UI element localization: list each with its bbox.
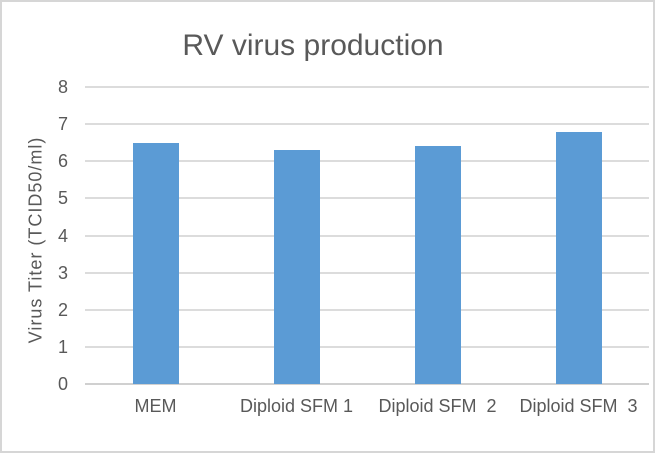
x-axis-line (85, 383, 649, 385)
gridlines (85, 86, 649, 385)
chart-title: RV virus production (182, 29, 444, 62)
x-tick-label: Diploid SFM 1 (239, 396, 354, 416)
bar-series (85, 87, 649, 384)
y-tick-label: 2 (57, 299, 68, 320)
bar-cell (508, 87, 649, 384)
y-tick-label: 1 (57, 336, 68, 357)
gridline (85, 271, 649, 274)
bar-cell (226, 87, 367, 384)
gridline (85, 308, 649, 311)
y-tick-label: 4 (57, 225, 68, 246)
bar-cell (367, 87, 508, 384)
bar-1 (132, 142, 179, 384)
y-tick-label: 5 (57, 188, 68, 209)
x-tick-label: MEM (134, 396, 177, 416)
y-tick-label: 3 (57, 262, 68, 283)
bar-cell (85, 87, 226, 384)
bar-3 (414, 146, 461, 384)
gridline (85, 86, 649, 88)
y-tick-label: 7 (57, 114, 68, 135)
gridline (85, 160, 649, 163)
x-tick-label: Diploid SFM 3 (519, 396, 638, 416)
gridline (85, 345, 649, 348)
gridline (85, 197, 649, 200)
y-tick-label: 6 (57, 151, 68, 172)
y-tick-label: 0 (57, 374, 68, 394)
bar-2 (273, 150, 320, 384)
y-axis-tick-labels: 0 1 2 3 4 5 6 7 8 (2, 78, 70, 393)
bar-4 (555, 131, 602, 384)
x-tick-label: Diploid SFM 2 (378, 396, 497, 416)
gridline (85, 123, 649, 126)
gridline (85, 234, 649, 237)
x-axis-tick-labels: MEM Diploid SFM 1 Diploid SFM 2 Diploid SFM… (85, 396, 649, 417)
plot-area (85, 86, 649, 385)
y-tick-label: 8 (57, 77, 68, 97)
